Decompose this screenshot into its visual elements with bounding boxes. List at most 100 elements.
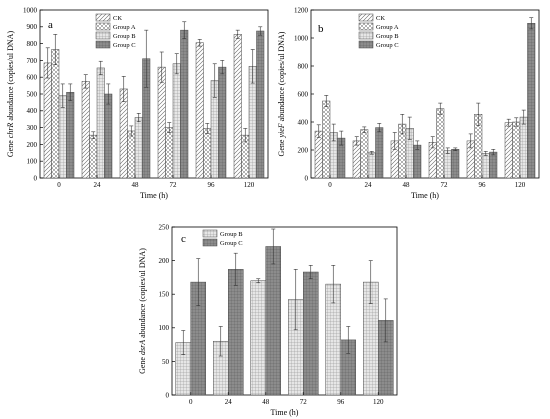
bar-group-c-24 (104, 93, 113, 179)
error-bar (407, 116, 412, 140)
y-tick-label: 1000 (23, 6, 38, 14)
chart-panel-c: 0 50 100 150 200 250 0 24 48 72 96 120 Time (h) Gene … (138, 223, 398, 417)
legend-label: Group C (220, 240, 243, 247)
x-tick-label: 72 (441, 181, 449, 189)
y-tick-label: 150 (159, 291, 170, 299)
legend-label: CK (113, 15, 122, 22)
bar-group-b-72 (172, 63, 181, 179)
bar-group-a-48 (127, 130, 136, 179)
bar-group-a-120 (512, 121, 521, 179)
error-bar (181, 330, 186, 355)
legend-swatch (202, 229, 218, 238)
error-bar (392, 132, 397, 150)
error-bar (235, 29, 240, 39)
bar-ck-96 (195, 42, 204, 179)
error-bar (218, 326, 223, 357)
legend-label: Group A (376, 24, 399, 31)
legend-label: Group A (113, 24, 136, 31)
panel-label: b (318, 23, 324, 35)
x-tick-label: 0 (57, 181, 61, 189)
bar-group-c-72 (180, 29, 189, 179)
legend-swatch (95, 22, 111, 31)
y-tick-label: 0 (34, 174, 38, 182)
chart-panel-a: 0 100 200 300 400 500 600 700 800 900 1000 0 24 48 72 9… (6, 6, 269, 200)
error-bar (453, 147, 458, 151)
y-tick-label: 700 (27, 57, 38, 65)
error-bar (400, 114, 405, 135)
x-tick-label: 120 (515, 181, 526, 189)
y-tick-label: 400 (27, 107, 38, 115)
error-bar (415, 140, 420, 150)
error-bar (167, 122, 172, 133)
bar-group-c-96 (218, 66, 227, 179)
error-bar (243, 128, 248, 143)
legend-swatch (95, 13, 111, 22)
x-tick-label: 48 (403, 181, 411, 189)
error-bar (438, 102, 443, 115)
y-tick-label: 600 (27, 74, 38, 82)
bar-group-c-96 (489, 151, 498, 179)
bar-group-a-96 (203, 128, 212, 179)
y-axis-label: Gene dsrA abundance (copies/ul DNA) (138, 248, 147, 374)
error-bar (316, 124, 321, 138)
bar-group-c-24 (375, 127, 384, 179)
error-bar (483, 151, 488, 156)
error-bar (45, 47, 50, 79)
y-axis-label: Gene chrR abundance (copies/ul DNA) (6, 31, 15, 158)
x-tick-label: 120 (373, 398, 384, 406)
x-axis-label: Time (h) (140, 191, 168, 200)
legend: CK Group A Group B Group C (358, 13, 399, 49)
bar-group-b-0 (58, 95, 67, 179)
bar-ck-0 (314, 130, 323, 179)
bar-ck-0 (43, 62, 52, 179)
x-axis-label: Time (h) (271, 408, 299, 417)
bar-group-c-0 (66, 92, 75, 179)
panel-label: a (48, 19, 53, 31)
x-tick-label: 48 (132, 181, 140, 189)
bar-group-b-24 (96, 67, 105, 179)
bar-ck-48 (119, 88, 128, 179)
y-tick-label: 200 (298, 146, 309, 154)
legend-label: CK (376, 15, 385, 22)
y-tick-label: 800 (298, 62, 309, 70)
error-bar (383, 298, 388, 343)
error-bar (174, 53, 179, 75)
error-bar (205, 123, 210, 134)
legend: Group B Group C (202, 229, 243, 247)
y-tick-label: 200 (159, 257, 170, 265)
error-bar (362, 126, 367, 133)
y-tick-label: 0 (305, 174, 309, 182)
bar-group-b-24 (367, 152, 376, 179)
error-bar (331, 265, 336, 304)
error-bar (136, 113, 141, 123)
y-tick-label: 200 (27, 141, 38, 149)
bar-group-c-120 (527, 23, 536, 179)
x-tick-label: 72 (300, 398, 308, 406)
legend-label: Group B (376, 33, 399, 40)
y-axis-label: Gene yieF abundance (copies/ul DNA) (277, 31, 286, 156)
error-bar (258, 26, 263, 36)
x-tick-label: 24 (94, 181, 102, 189)
bar-group-c-120 (256, 30, 265, 179)
error-bar (182, 21, 187, 39)
legend: CK Group A Group B Group C (95, 13, 136, 49)
bar-ck-120 (504, 122, 513, 179)
error-bar (293, 269, 298, 331)
error-bar (430, 136, 435, 149)
y-tick-label: 50 (162, 358, 170, 366)
x-tick-label: 120 (244, 181, 255, 189)
error-bar (468, 133, 473, 149)
error-bar (369, 151, 374, 155)
bar-group-b-72 (443, 150, 452, 179)
plot-frame (171, 226, 398, 396)
x-tick-label: 96 (208, 181, 216, 189)
x-tick-label: 72 (170, 181, 178, 189)
error-bar (98, 60, 103, 75)
error-bar (331, 123, 336, 142)
error-bar (377, 123, 382, 133)
error-bar (196, 258, 201, 306)
error-bar (144, 29, 149, 88)
error-bar (346, 326, 351, 354)
error-bar (339, 130, 344, 146)
error-bar (324, 95, 329, 107)
